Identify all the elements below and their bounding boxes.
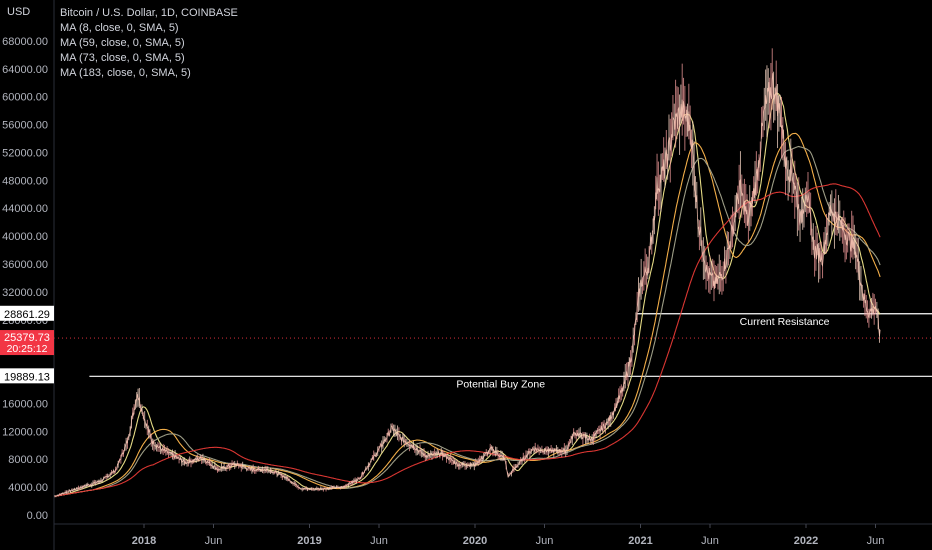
ma-73-label[interactable]: MA (73, close, 0, SMA, 5) — [60, 52, 185, 64]
x-tick-label: Jun — [867, 535, 885, 547]
reference-lines: Current Resistance Potential Buy Zone — [54, 313, 932, 390]
bar-countdown: 20:25:12 — [7, 343, 48, 355]
level-line-label: Current Resistance — [740, 316, 830, 328]
x-tick-label: 2022 — [794, 535, 818, 547]
time-axis[interactable]: 2018 Jun 2019 Jun 2020 Jun 2021 Jun 2022 Jun — [132, 524, 885, 547]
price-series — [54, 48, 881, 498]
y-tick-label: 36000.00 — [2, 259, 48, 271]
ma-183-line — [54, 183, 881, 497]
price-axis[interactable]: 0.004000.008000.0012000.0016000.0028000.… — [2, 36, 48, 522]
x-tick-label: 2018 — [132, 535, 156, 547]
y-tick-label: 32000.00 — [2, 287, 48, 299]
x-tick-label: Jun — [205, 535, 223, 547]
y-tick-label: 4000.00 — [8, 482, 48, 494]
x-tick-label: Jun — [370, 535, 388, 547]
price-line — [54, 73, 881, 497]
y-tick-label: 48000.00 — [2, 175, 48, 187]
y-tick-label: 8000.00 — [8, 454, 48, 466]
ma-8-label[interactable]: MA (8, close, 0, SMA, 5) — [60, 22, 179, 34]
resistance-price-tag-box — [0, 305, 54, 321]
chart-legend: Bitcoin / U.S. Dollar, 1D, COINBASE MA (… — [60, 6, 238, 81]
y-tick-label: 12000.00 — [2, 426, 48, 438]
x-tick-label: 2020 — [463, 535, 487, 547]
y-tick-label: 68000.00 — [2, 36, 48, 48]
y-tick-label: 52000.00 — [2, 147, 48, 159]
ma-73-line — [54, 145, 881, 497]
x-tick-label: 2021 — [628, 535, 652, 547]
last-price-tag: 25379.73 — [4, 332, 50, 344]
y-tick-label: 64000.00 — [2, 64, 48, 76]
y-tick-label: 44000.00 — [2, 203, 48, 215]
x-tick-label: Jun — [701, 535, 719, 547]
x-tick-label: Jun — [536, 535, 554, 547]
ma-59-label[interactable]: MA (59, close, 0, SMA, 5) — [60, 37, 185, 49]
y-tick-label: 60000.00 — [2, 92, 48, 104]
y-tick-label: 0.00 — [27, 510, 48, 522]
ma-183-label[interactable]: MA (183, close, 0, SMA, 5) — [60, 67, 191, 79]
currency-label: USD — [7, 6, 31, 18]
y-tick-label: 40000.00 — [2, 231, 48, 243]
ma-59-line — [54, 132, 881, 497]
y-tick-label: 16000.00 — [2, 398, 48, 410]
last-price-tag-box — [0, 330, 54, 356]
y-tick-label: 56000.00 — [2, 120, 48, 132]
buy-zone-price-tag-box — [0, 368, 54, 384]
buy-zone-price-tag: 19889.13 — [4, 371, 50, 383]
symbol-title[interactable]: Bitcoin / U.S. Dollar, 1D, COINBASE — [60, 7, 238, 19]
level-line-label: Potential Buy Zone — [456, 378, 545, 390]
x-tick-label: 2019 — [297, 535, 321, 547]
resistance-price-tag: 28861.29 — [4, 309, 50, 321]
